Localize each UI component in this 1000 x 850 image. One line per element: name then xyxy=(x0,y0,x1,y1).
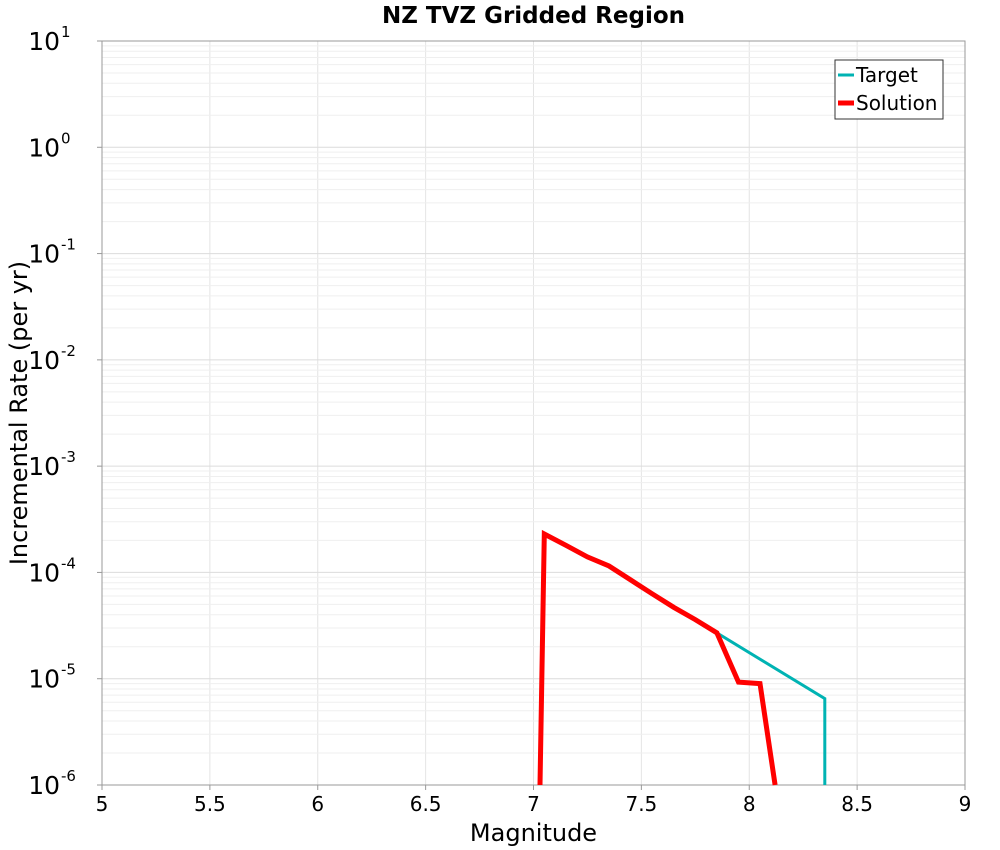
y-tick-base: 10 xyxy=(28,665,60,694)
y-tick-exponent: -3 xyxy=(61,448,76,466)
x-tick-label: 8 xyxy=(743,792,756,816)
ticks: 5 5.5 6 6.5 7 7.5 8 8.5 910-610-510-410-310 -210-… xyxy=(28,23,971,816)
y-tick-label: 10 -2 xyxy=(28,342,76,375)
y-tick-label: 10 -3 xyxy=(28,448,76,481)
legend: Target Solution xyxy=(834,59,944,120)
y-tick-exponent: -5 xyxy=(61,661,76,679)
y-tick-base: 10 xyxy=(28,558,60,587)
legend-label-target: Target xyxy=(855,63,918,87)
chart-title: NZ TVZ Gridded Region xyxy=(382,3,685,29)
legend-box xyxy=(834,59,944,120)
x-tick-label: 9 xyxy=(959,792,972,816)
y-tick-base: 10 xyxy=(28,452,60,481)
y-tick-exponent: -6 xyxy=(61,767,76,785)
y-tick-base: 10 xyxy=(28,27,60,56)
y-axis-label: Incremental Rate (per yr) xyxy=(5,261,33,565)
y-tick-label: 10 -1 xyxy=(28,236,76,269)
x-tick-label: 7 xyxy=(527,792,540,816)
y-tick-exponent: -1 xyxy=(61,236,76,254)
series-line-target xyxy=(716,631,827,785)
y-tick-base: 10 xyxy=(28,133,60,162)
y-tick-exponent: 1 xyxy=(61,23,71,41)
x-tick-label: 7.5 xyxy=(625,792,657,816)
y-tick-label: 10 0 xyxy=(28,129,70,162)
series-line-solution xyxy=(537,529,778,786)
y-tick-exponent: -2 xyxy=(61,342,76,360)
y-tick-base: 10 xyxy=(28,771,60,800)
y-tick-label: 10 -6 xyxy=(28,767,76,800)
y-tick-label: 10 -5 xyxy=(28,661,76,694)
legend-label-solution: Solution xyxy=(856,91,937,115)
y-tick-base: 10 xyxy=(28,346,60,375)
x-tick-label: 6.5 xyxy=(410,792,442,816)
series-layer xyxy=(537,529,827,786)
y-tick-label: 10 -4 xyxy=(28,554,76,587)
x-tick-label: 5 xyxy=(96,792,109,816)
y-tick-exponent: -4 xyxy=(61,554,76,572)
y-tick-base: 10 xyxy=(28,240,60,269)
grid xyxy=(101,41,966,786)
x-tick-label: 8.5 xyxy=(841,792,873,816)
y-tick-label: 10 1 xyxy=(28,23,70,56)
x-tick-label: 6 xyxy=(311,792,324,816)
y-tick-exponent: 0 xyxy=(61,129,71,147)
x-axis-label: Magnitude xyxy=(470,819,597,847)
x-tick-label: 5.5 xyxy=(194,792,226,816)
